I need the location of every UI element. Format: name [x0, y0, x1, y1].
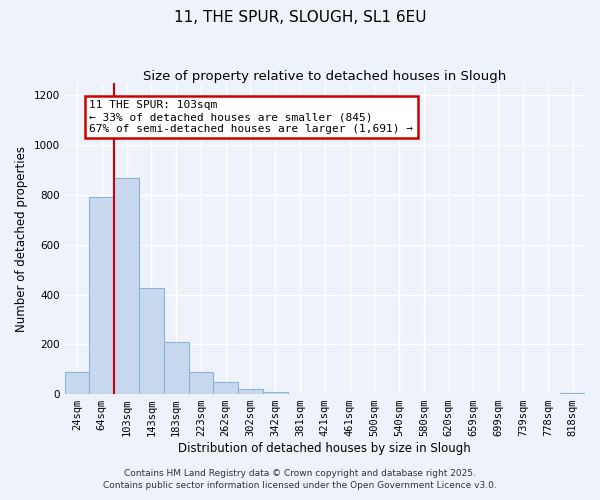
Title: Size of property relative to detached houses in Slough: Size of property relative to detached ho… — [143, 70, 506, 83]
Text: Contains HM Land Registry data © Crown copyright and database right 2025.
Contai: Contains HM Land Registry data © Crown c… — [103, 468, 497, 490]
Bar — [164, 342, 188, 394]
Text: 11, THE SPUR, SLOUGH, SL1 6EU: 11, THE SPUR, SLOUGH, SL1 6EU — [174, 10, 426, 25]
Text: 11 THE SPUR: 103sqm
← 33% of detached houses are smaller (845)
67% of semi-detac: 11 THE SPUR: 103sqm ← 33% of detached ho… — [89, 100, 413, 134]
Bar — [238, 389, 263, 394]
Bar — [114, 178, 139, 394]
Bar — [139, 288, 164, 394]
Bar — [214, 382, 238, 394]
Bar — [89, 198, 114, 394]
Bar — [65, 372, 89, 394]
Bar — [263, 392, 287, 394]
Y-axis label: Number of detached properties: Number of detached properties — [15, 146, 28, 332]
Bar — [188, 372, 214, 394]
X-axis label: Distribution of detached houses by size in Slough: Distribution of detached houses by size … — [178, 442, 471, 455]
Bar — [560, 393, 585, 394]
